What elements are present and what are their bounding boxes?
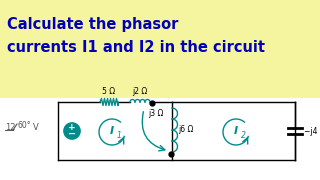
Bar: [0, 98, 320, 180]
Text: 1: 1: [117, 130, 122, 140]
Circle shape: [64, 123, 80, 139]
Text: j2 Ω: j2 Ω: [132, 87, 148, 96]
Text: j3 Ω: j3 Ω: [148, 109, 164, 118]
Text: V: V: [33, 123, 39, 132]
Text: 12: 12: [5, 123, 15, 132]
Text: 5 Ω: 5 Ω: [102, 87, 116, 96]
Text: currents I1 and I2 in the circuit: currents I1 and I2 in the circuit: [7, 39, 265, 55]
Text: 2: 2: [241, 130, 246, 140]
Text: j6 Ω: j6 Ω: [178, 125, 193, 134]
Text: Calculate the phasor: Calculate the phasor: [7, 17, 178, 33]
Text: +: +: [68, 123, 76, 132]
Text: 60°: 60°: [17, 122, 31, 130]
Text: I: I: [234, 126, 238, 136]
Text: −: −: [68, 129, 76, 138]
Text: I: I: [110, 126, 114, 136]
Text: −j4 Ω: −j4 Ω: [304, 127, 320, 136]
